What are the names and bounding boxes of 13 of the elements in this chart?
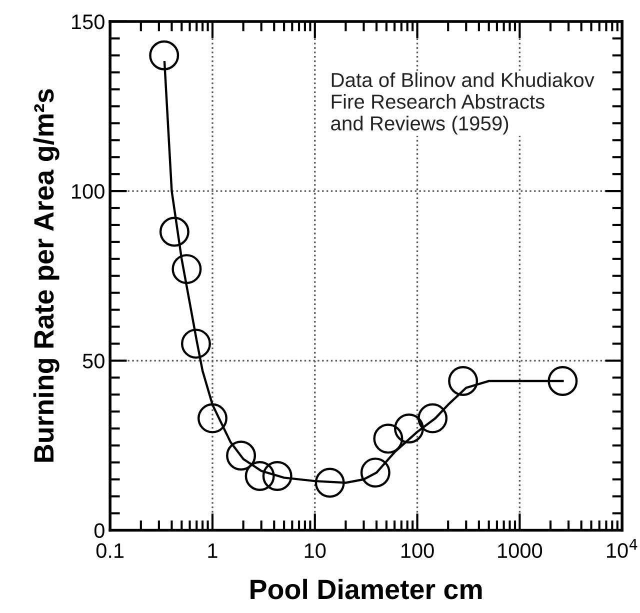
x-tick-label: 10$^{4}$ xyxy=(607,539,638,558)
x-tick-label: 0.1 xyxy=(96,543,124,558)
y-axis-title: Burning Rate per Area g/m²s xyxy=(33,89,60,462)
x-tick-label: 1 xyxy=(208,544,218,558)
annotation: Data of Blinov and Khudiakov Fire Research Abstracts and Reviews (1959) xyxy=(331,72,594,134)
x-tick-label: 100 xyxy=(401,543,434,558)
y-tick-label: 0 xyxy=(94,523,104,538)
x-tick-label: 10 xyxy=(304,543,326,558)
x-axis-title: Pool Diameter cm xyxy=(250,578,482,600)
x-tick-label: 1000 xyxy=(498,543,542,558)
y-tick-label: 150 xyxy=(72,14,104,30)
y-tick-label: 100 xyxy=(72,184,104,199)
y-tick-label: 50 xyxy=(82,354,104,368)
